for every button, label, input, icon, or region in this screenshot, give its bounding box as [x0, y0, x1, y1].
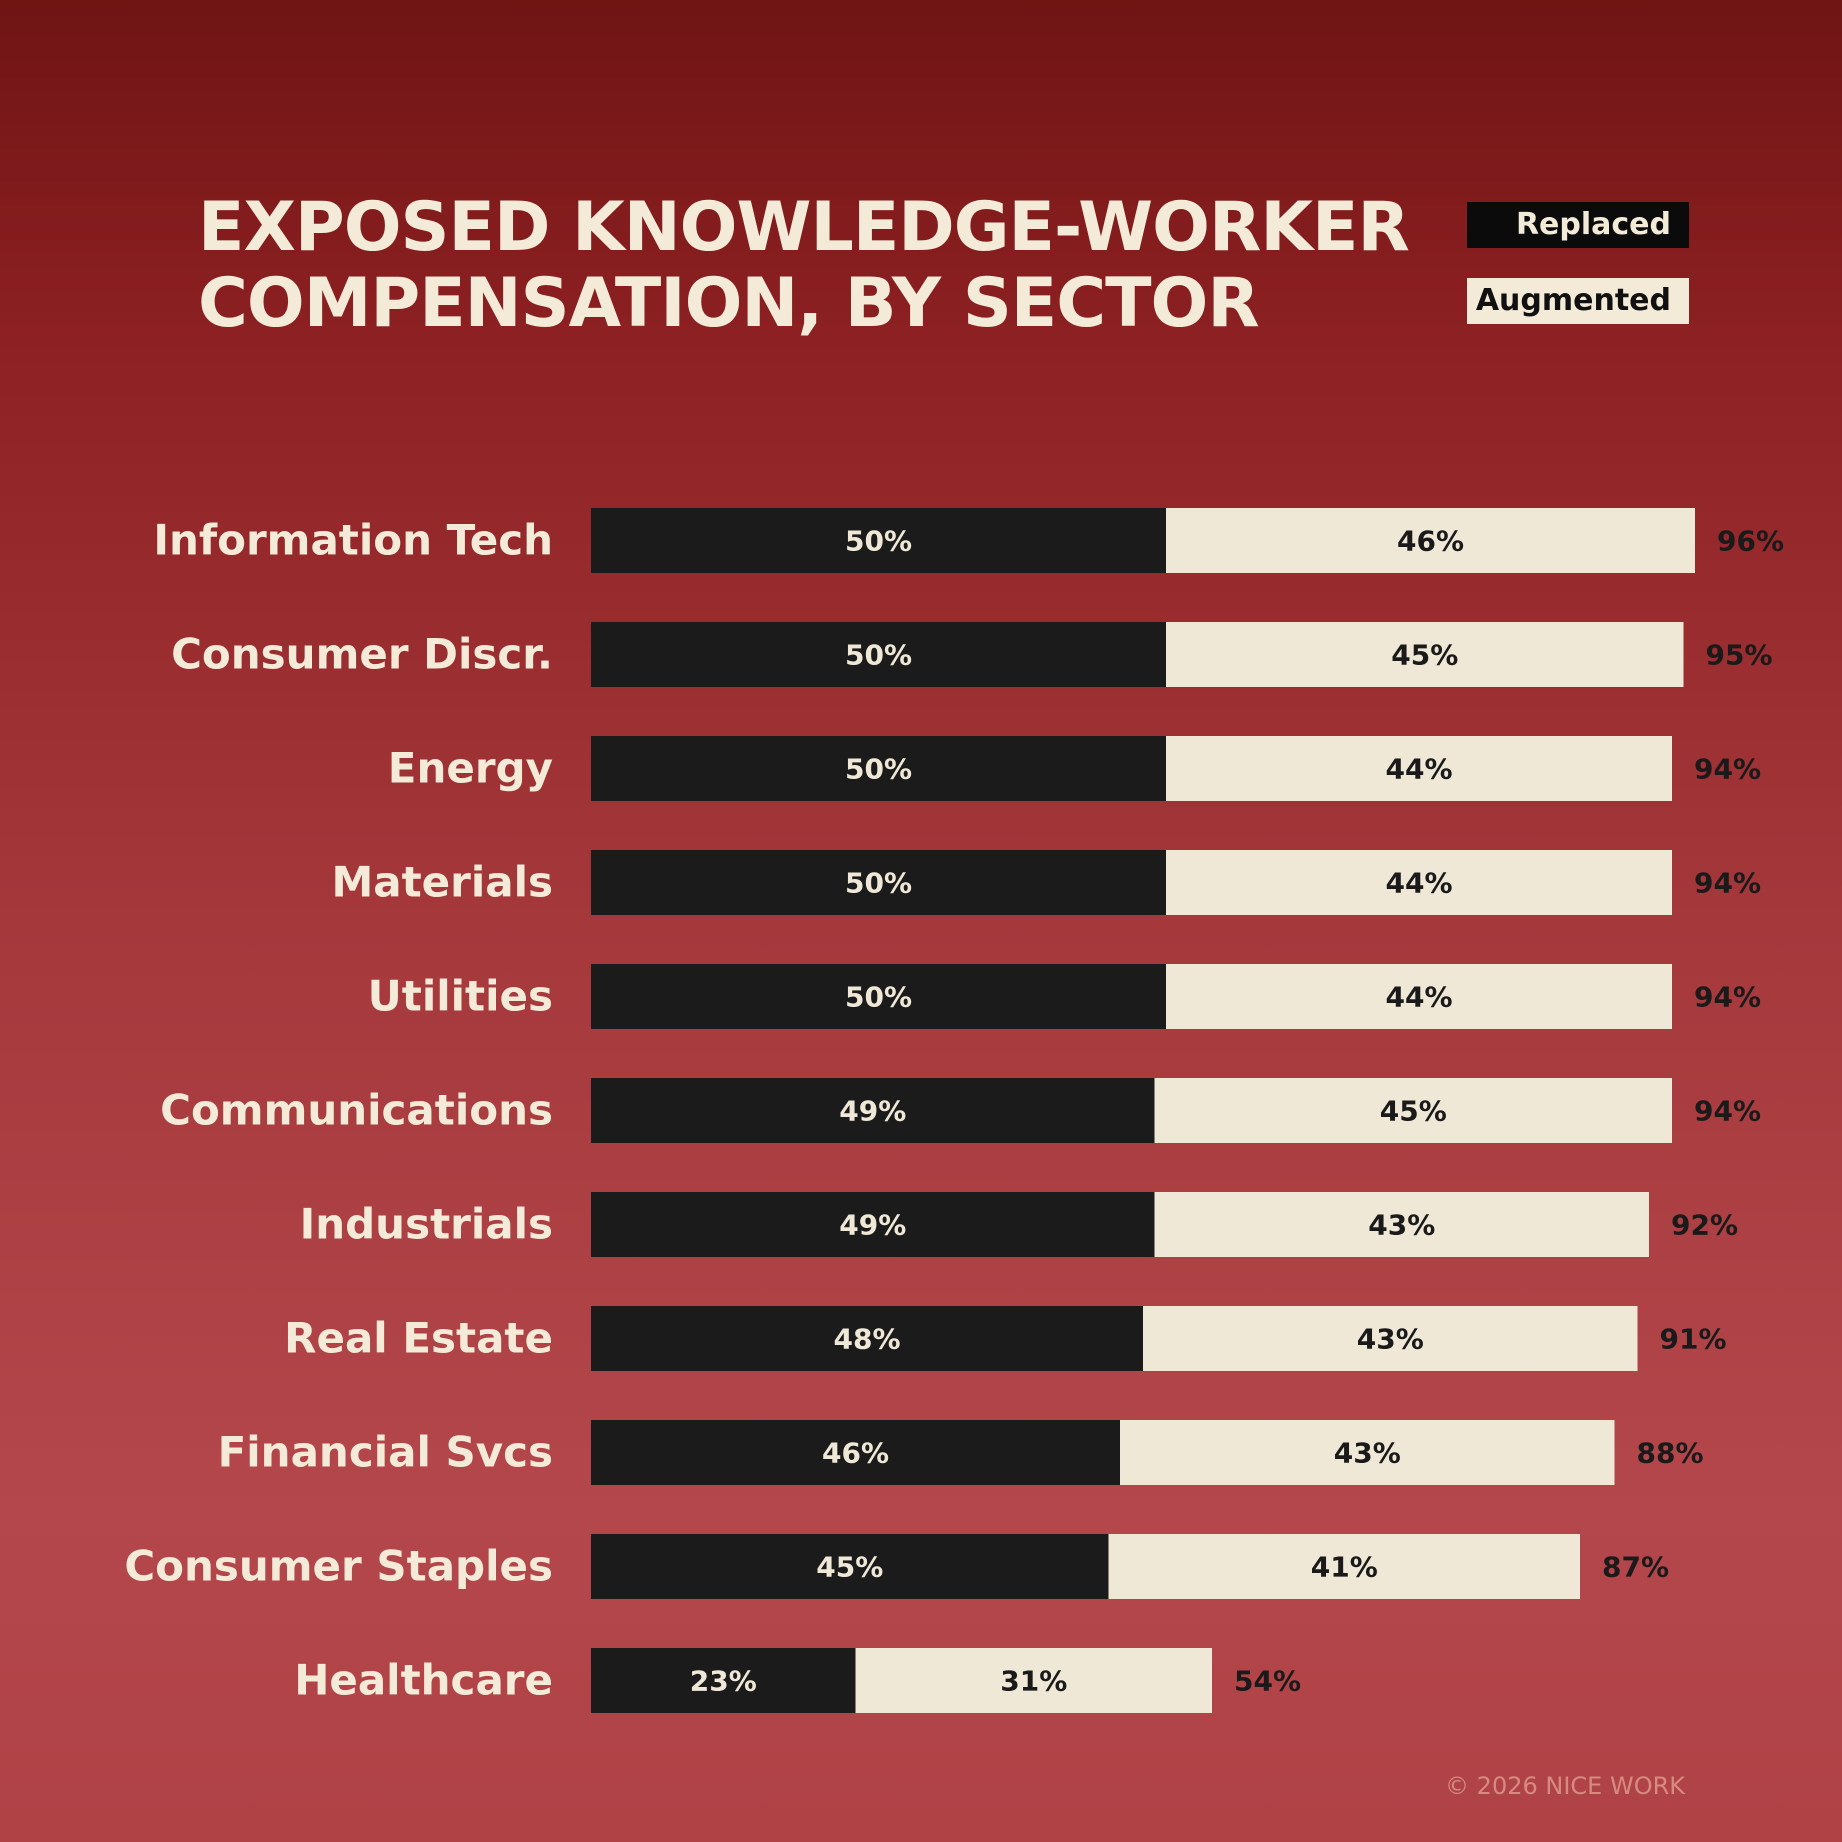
replaced-bar: [591, 622, 1166, 687]
total-value-label: 94%: [1694, 867, 1761, 900]
replaced-value-label: 50%: [845, 639, 912, 672]
augmented-bar: [855, 1648, 1212, 1713]
replaced-value-label: 49%: [839, 1209, 906, 1242]
category-label: Utilities: [368, 972, 553, 1021]
augmented-value-label: 43%: [1368, 1209, 1435, 1242]
augmented-bar: [1143, 1306, 1638, 1371]
replaced-value-label: 50%: [845, 525, 912, 558]
replaced-value-label: 46%: [822, 1437, 889, 1470]
replaced-value-label: 48%: [833, 1323, 900, 1356]
category-label: Energy: [388, 744, 553, 793]
augmented-value-label: 46%: [1397, 525, 1464, 558]
replaced-bar: [591, 1078, 1155, 1143]
replaced-value-label: 23%: [690, 1665, 757, 1698]
augmented-value-label: 44%: [1385, 753, 1452, 786]
augmented-bar: [1154, 1078, 1672, 1143]
augmented-bar: [1166, 850, 1672, 915]
category-label: Real Estate: [284, 1314, 553, 1363]
replaced-bar: [591, 1306, 1143, 1371]
category-label: Consumer Staples: [124, 1542, 553, 1591]
augmented-value-label: 43%: [1334, 1437, 1401, 1470]
category-label: Financial Svcs: [218, 1428, 553, 1477]
replaced-bar: [591, 850, 1166, 915]
chart-title-line-2: COMPENSATION, BY SECTOR: [198, 264, 1260, 343]
chart-title-line-1: EXPOSED KNOWLEDGE-WORKER: [198, 188, 1410, 267]
total-value-label: 94%: [1694, 981, 1761, 1014]
augmented-value-label: 43%: [1357, 1323, 1424, 1356]
chart-title: EXPOSED KNOWLEDGE-WORKER COMPENSATION, B…: [198, 188, 1410, 343]
augmented-bar: [1108, 1534, 1580, 1599]
replaced-bar: [591, 1648, 856, 1713]
augmented-value-label: 45%: [1391, 639, 1458, 672]
augmented-bar: [1166, 508, 1695, 573]
replaced-bar: [591, 508, 1166, 573]
replaced-value-label: 50%: [845, 867, 912, 900]
replaced-value-label: 50%: [845, 981, 912, 1014]
replaced-value-label: 45%: [816, 1551, 883, 1584]
augmented-value-label: 45%: [1380, 1095, 1447, 1128]
replaced-bar: [591, 1192, 1155, 1257]
replaced-bar: [591, 1420, 1120, 1485]
total-value-label: 91%: [1660, 1323, 1727, 1356]
augmented-value-label: 44%: [1385, 867, 1452, 900]
augmented-value-label: 41%: [1311, 1551, 1378, 1584]
copyright-footer: © 2026 NICE WORK: [1445, 1772, 1685, 1800]
category-label: Consumer Discr.: [171, 630, 553, 679]
augmented-bar: [1154, 1192, 1649, 1257]
total-value-label: 94%: [1694, 1095, 1761, 1128]
replaced-bar: [591, 964, 1166, 1029]
legend-augmented: Augmented: [1467, 278, 1689, 324]
augmented-bar: [1166, 736, 1672, 801]
total-value-label: 88%: [1637, 1437, 1704, 1470]
total-value-label: 96%: [1717, 525, 1784, 558]
augmented-value-label: 31%: [1000, 1665, 1067, 1698]
category-label: Healthcare: [294, 1656, 553, 1705]
total-value-label: 94%: [1694, 753, 1761, 786]
category-label: Industrials: [300, 1200, 553, 1249]
replaced-bar: [591, 1534, 1109, 1599]
category-label: Communications: [160, 1086, 553, 1135]
augmented-bar: [1166, 964, 1672, 1029]
category-label: Information Tech: [153, 516, 553, 565]
augmented-value-label: 44%: [1385, 981, 1452, 1014]
replaced-value-label: 50%: [845, 753, 912, 786]
augmented-bar: [1166, 622, 1684, 687]
legend-replaced: Replaced: [1467, 202, 1689, 248]
total-value-label: 87%: [1602, 1551, 1669, 1584]
replaced-bar: [591, 736, 1166, 801]
total-value-label: 92%: [1671, 1209, 1738, 1242]
total-value-label: 54%: [1234, 1665, 1301, 1698]
total-value-label: 95%: [1706, 639, 1773, 672]
category-label: Materials: [331, 858, 553, 907]
replaced-value-label: 49%: [839, 1095, 906, 1128]
augmented-bar: [1120, 1420, 1615, 1485]
